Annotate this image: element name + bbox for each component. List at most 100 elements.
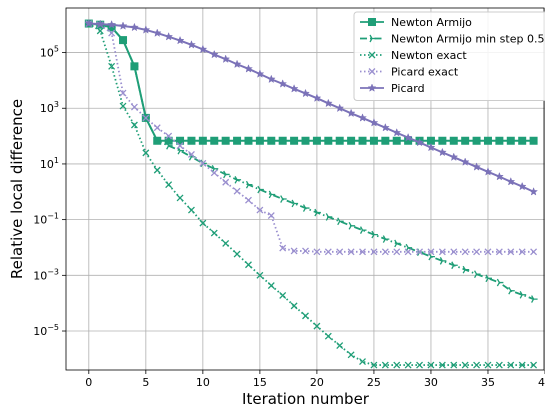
data-point bbox=[267, 136, 276, 145]
x-tick-label: 40 bbox=[538, 376, 545, 389]
data-point bbox=[118, 21, 128, 30]
data-point bbox=[495, 361, 503, 369]
data-point bbox=[461, 136, 470, 145]
data-point bbox=[450, 248, 458, 256]
series-newton-armijo-min-step-0-5 bbox=[86, 19, 538, 303]
data-point bbox=[438, 248, 446, 256]
x-tick-label: 30 bbox=[424, 376, 438, 389]
data-point bbox=[222, 178, 230, 186]
data-point bbox=[153, 166, 161, 174]
plot-frame bbox=[65, 7, 545, 371]
data-point bbox=[382, 235, 390, 243]
data-point bbox=[484, 248, 492, 256]
data-point bbox=[153, 124, 161, 132]
data-point bbox=[221, 54, 231, 63]
x-axis-ticks: 0 5 10 15 20 25 30 35 40 bbox=[85, 370, 545, 389]
data-point bbox=[325, 213, 333, 221]
x-tick-label: 15 bbox=[253, 376, 267, 389]
data-point bbox=[336, 342, 344, 350]
data-point bbox=[107, 20, 117, 29]
data-point bbox=[175, 35, 185, 45]
data-point bbox=[347, 351, 355, 359]
data-point bbox=[142, 149, 150, 157]
legend-label: Newton Armijo bbox=[391, 16, 472, 29]
data-point bbox=[439, 257, 447, 265]
data-point bbox=[312, 136, 321, 145]
data-point bbox=[517, 181, 527, 191]
data-point bbox=[324, 332, 332, 340]
series-line bbox=[88, 22, 534, 142]
data-point bbox=[461, 248, 469, 256]
legend-marker bbox=[368, 18, 376, 26]
data-point bbox=[289, 84, 299, 93]
x-tick-label: 25 bbox=[367, 376, 381, 389]
data-point bbox=[347, 248, 355, 256]
y-tick-label: 10−1 bbox=[33, 212, 59, 227]
data-point bbox=[336, 248, 344, 256]
legend-item: Newton Armijo bbox=[360, 16, 472, 29]
data-point bbox=[348, 221, 356, 230]
data-point bbox=[529, 136, 538, 145]
x-tick-label: 5 bbox=[142, 376, 149, 389]
data-point bbox=[165, 181, 173, 189]
data-point bbox=[245, 261, 252, 269]
data-point bbox=[438, 361, 446, 369]
data-point bbox=[119, 89, 127, 97]
data-point bbox=[472, 136, 481, 145]
series-picard bbox=[84, 18, 539, 196]
data-point bbox=[279, 244, 287, 252]
data-point bbox=[164, 136, 173, 145]
data-point bbox=[268, 190, 276, 199]
data-point bbox=[358, 136, 367, 145]
data-point bbox=[335, 136, 344, 145]
data-point bbox=[359, 226, 367, 234]
data-point bbox=[358, 113, 367, 122]
series-line bbox=[88, 22, 534, 366]
data-point bbox=[95, 19, 105, 28]
data-point bbox=[302, 312, 309, 320]
data-point bbox=[506, 177, 516, 186]
data-point bbox=[164, 32, 174, 41]
x-tick-label: 35 bbox=[481, 376, 495, 389]
data-point bbox=[530, 361, 538, 369]
data-point bbox=[233, 187, 241, 195]
data-point bbox=[165, 132, 173, 140]
series-line bbox=[88, 22, 535, 193]
data-point bbox=[416, 361, 424, 369]
legend-box bbox=[353, 11, 545, 101]
data-point bbox=[335, 103, 345, 113]
data-point bbox=[256, 206, 264, 214]
data-point bbox=[508, 286, 515, 295]
data-point bbox=[290, 136, 299, 145]
data-point bbox=[381, 361, 389, 369]
data-point bbox=[233, 136, 242, 145]
data-point bbox=[495, 136, 504, 145]
y-axis-label: Relative local difference bbox=[8, 99, 26, 279]
data-point bbox=[472, 162, 482, 171]
x-axis-label: Iteration number bbox=[242, 390, 370, 407]
data-point bbox=[131, 62, 139, 71]
data-point bbox=[507, 248, 515, 256]
data-point bbox=[120, 36, 128, 44]
data-point bbox=[245, 180, 253, 189]
data-point bbox=[108, 62, 116, 70]
data-point bbox=[255, 69, 265, 78]
legend-marker bbox=[369, 34, 376, 43]
data-point bbox=[507, 361, 515, 369]
data-point bbox=[154, 136, 162, 145]
data-point bbox=[130, 121, 138, 129]
data-point bbox=[244, 136, 253, 145]
data-point bbox=[234, 175, 242, 184]
data-point bbox=[314, 208, 321, 217]
data-point bbox=[337, 217, 344, 226]
data-point bbox=[267, 282, 275, 289]
series-newton-exact bbox=[85, 20, 538, 369]
data-point bbox=[369, 136, 378, 145]
data-point bbox=[460, 157, 470, 166]
data-point bbox=[462, 265, 470, 274]
data-point bbox=[108, 29, 116, 37]
data-point bbox=[209, 49, 219, 59]
data-point bbox=[267, 212, 275, 220]
data-point bbox=[427, 248, 435, 256]
